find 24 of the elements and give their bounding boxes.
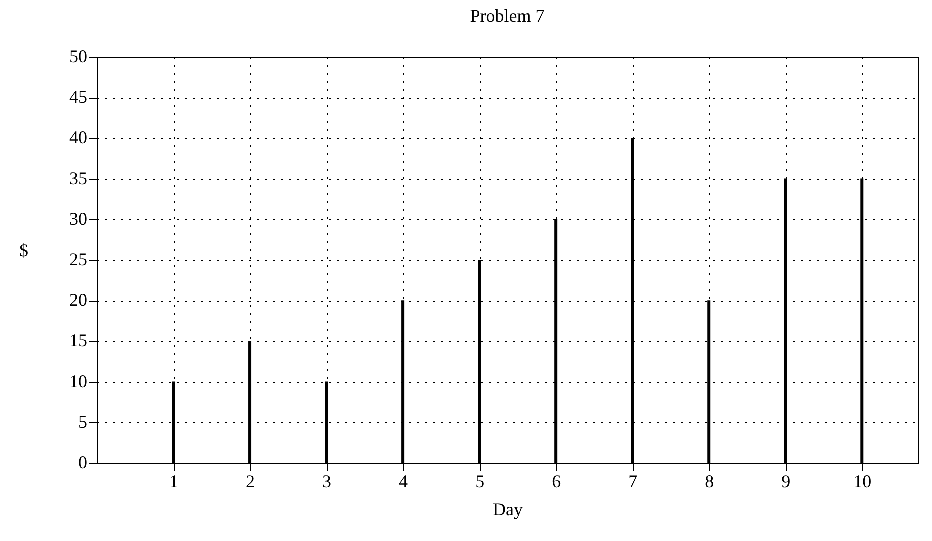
y-tick-label: 25: [70, 250, 88, 270]
x-tick-label: 8: [705, 472, 714, 492]
x-tick-label: 3: [322, 472, 332, 492]
chart-title: Problem 7: [470, 6, 545, 26]
y-tick-label: 30: [70, 208, 88, 229]
y-tick-label: 0: [78, 452, 88, 472]
y-tick-label: 50: [70, 46, 88, 66]
x-tick-label: 5: [476, 472, 485, 492]
x-tick-label: 7: [628, 472, 638, 492]
y-tick-label: 35: [70, 168, 88, 188]
x-tick-label: 1: [170, 472, 179, 492]
y-tick-label: 20: [70, 290, 88, 310]
y-tick-label: 40: [70, 128, 88, 148]
x-tick-label: 2: [246, 472, 256, 492]
x-tick-label: 4: [399, 472, 408, 492]
x-axis-title: Day: [493, 500, 523, 520]
x-tick-label: 6: [552, 472, 562, 492]
y-axis-title: $: [20, 240, 28, 260]
x-tick-label: 10: [854, 472, 872, 492]
y-tick-label: 5: [78, 412, 88, 432]
y-tick-label: 15: [70, 330, 88, 351]
y-tick-label: 10: [70, 371, 88, 392]
x-tick-label: 9: [782, 472, 791, 492]
y-tick-label: 45: [70, 87, 88, 108]
